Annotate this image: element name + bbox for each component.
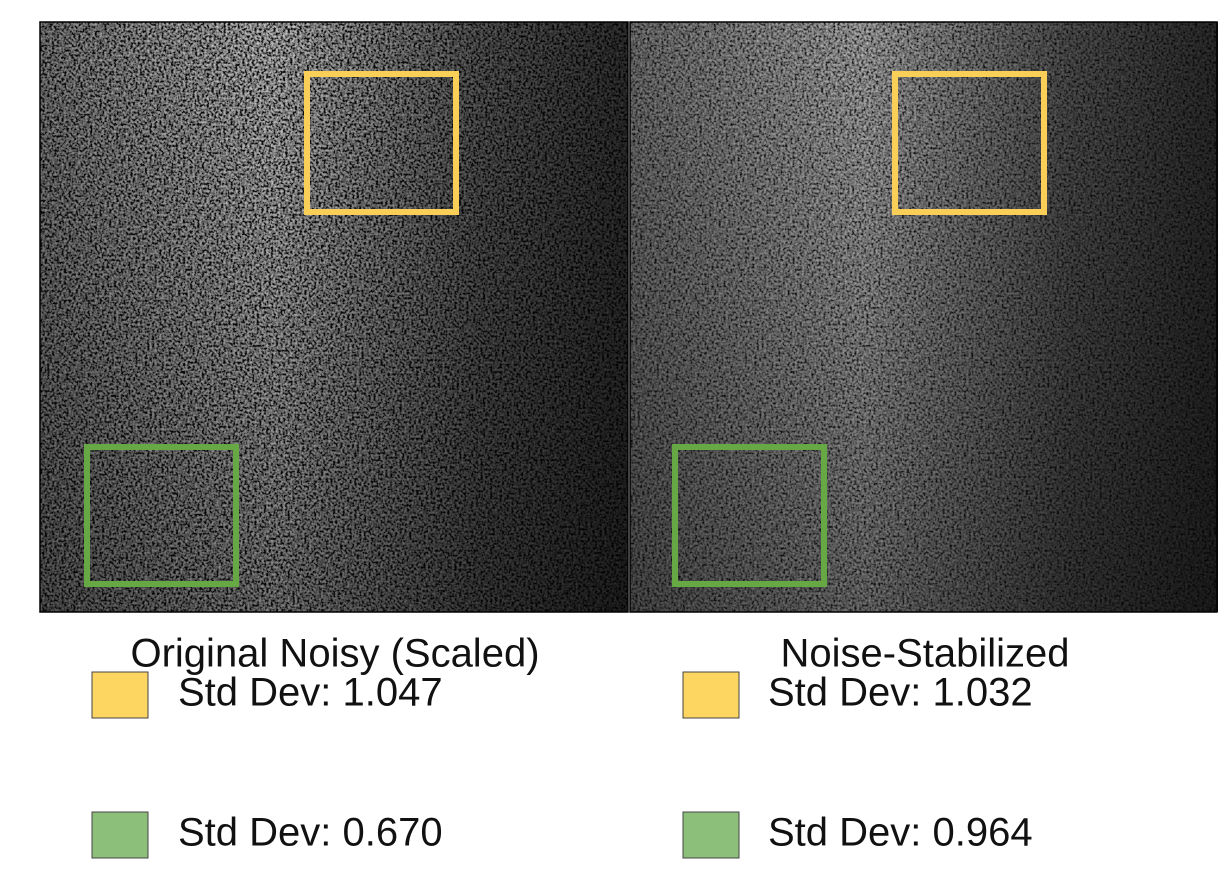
legend-swatch (91, 811, 149, 859)
caption: Noise-Stabilized (780, 632, 1069, 676)
roi-green (84, 444, 239, 587)
image-right (629, 21, 1218, 613)
legend-label: Std Dev: 0.670 (178, 811, 443, 855)
legend-swatch (91, 671, 149, 719)
legend-swatch (682, 811, 740, 859)
roi-yellow (304, 71, 459, 215)
legend-label: Std Dev: 1.032 (768, 671, 1033, 715)
legend-swatch (682, 671, 740, 719)
image-left (39, 21, 629, 613)
roi-green (672, 444, 827, 587)
caption: Original Noisy (Scaled) (130, 632, 539, 676)
legend-label: Std Dev: 1.047 (178, 671, 443, 715)
roi-yellow (892, 71, 1047, 215)
legend-label: Std Dev: 0.964 (768, 811, 1033, 855)
